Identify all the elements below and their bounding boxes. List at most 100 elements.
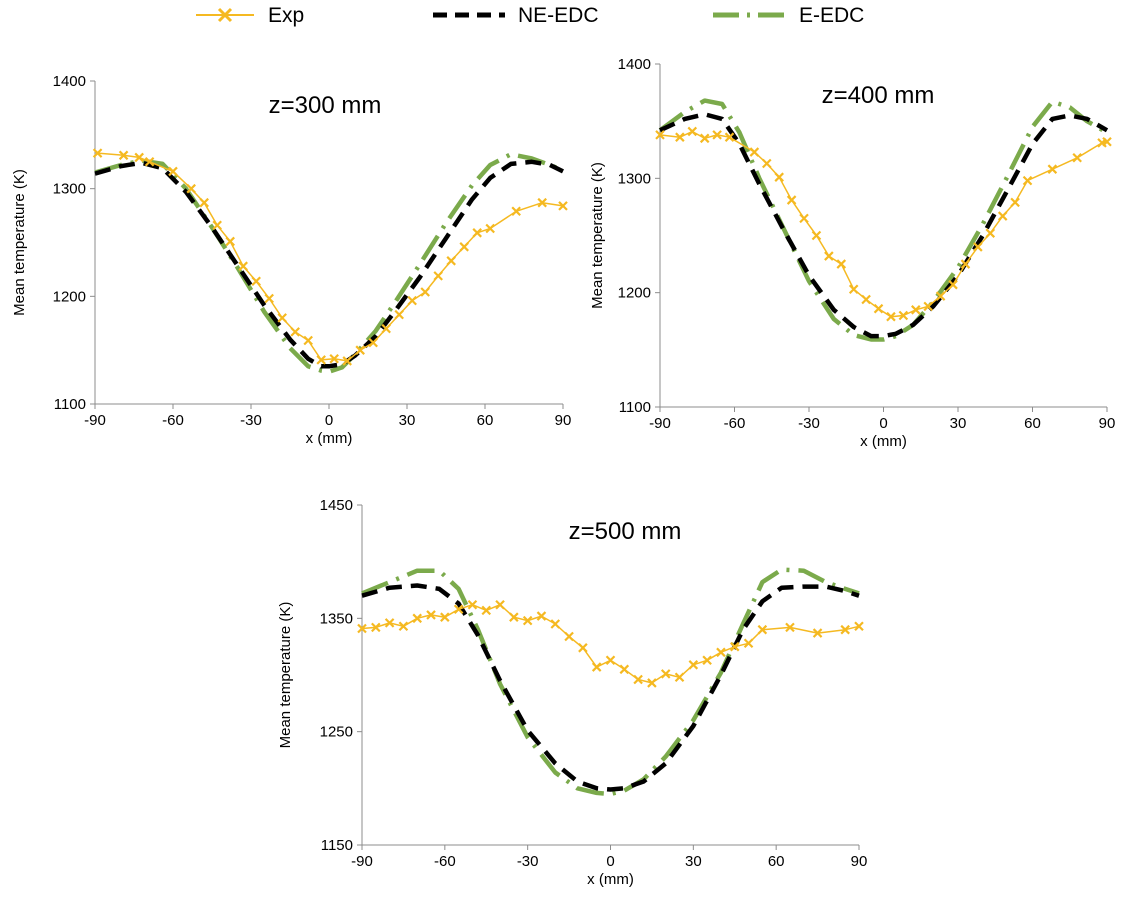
exp-data-point: [134, 152, 144, 163]
exp-data-point: [433, 271, 443, 281]
y-tick-label: 1400: [618, 56, 651, 73]
exp-data-point: [911, 305, 921, 315]
exp-data-point: [743, 638, 754, 649]
exp-data-point: [923, 301, 933, 312]
exp-data-point: [485, 223, 495, 234]
x-tick-label: -90: [351, 853, 373, 870]
exp-data-point: [960, 259, 971, 269]
exp-data-point: [92, 148, 103, 158]
exp-data-point: [290, 327, 300, 337]
exp-data-point: [550, 619, 561, 629]
exp-data-point: [619, 664, 630, 675]
exp-data-point: [848, 284, 859, 295]
exp-data-point: [699, 133, 710, 144]
exp-data-point: [316, 355, 326, 365]
exp-data-point: [472, 228, 482, 238]
exp-data-point: [1022, 175, 1033, 186]
y-tick-label: 1200: [618, 285, 651, 302]
exp-data-point: [935, 291, 946, 301]
y-tick-label: 1300: [53, 181, 86, 198]
exp-data-point: [495, 599, 505, 610]
series-line-exp: [97, 152, 564, 362]
x-tick-label: 0: [325, 412, 333, 429]
exp-data-point: [1010, 197, 1020, 208]
x-tick-label: -30: [798, 415, 820, 432]
exp-data-point: [762, 158, 772, 169]
series-line-ne-edc: [361, 583, 860, 792]
exp-data-point: [591, 662, 602, 672]
x-tick-label: 90: [555, 412, 572, 429]
exp-data-point: [459, 242, 469, 252]
legend-label-e-edc: E-EDC: [799, 4, 864, 27]
series-line-ne-edc: [659, 112, 1109, 339]
exp-data-point: [886, 311, 896, 322]
exp-data-point: [420, 287, 430, 297]
exp-data-point: [948, 279, 958, 290]
exp-data-point: [357, 623, 367, 634]
y-tick-label: 1450: [320, 497, 353, 514]
x-tick-label: 0: [879, 415, 887, 432]
exp-data-point: [342, 356, 352, 366]
x-axis-title: x (mm): [306, 430, 353, 447]
exp-data-point: [854, 621, 864, 632]
exp-data-point: [277, 313, 287, 323]
exp-data-point: [674, 672, 685, 683]
x-axis-title: x (mm): [587, 871, 634, 888]
exp-data-point: [199, 197, 209, 208]
exp-data-point: [724, 132, 735, 142]
exp-data-point: [329, 354, 339, 364]
legend-label-ne-edc: NE-EDC: [518, 4, 599, 27]
exp-data-point: [537, 197, 547, 208]
exp-data-point: [785, 622, 795, 633]
exp-data-point: [144, 156, 155, 167]
x-tick-label: -60: [434, 853, 456, 870]
exp-data-point: [381, 323, 391, 334]
x-tick-label: -30: [240, 412, 262, 429]
exp-data-point: [446, 256, 456, 266]
exp-data-point: [749, 147, 760, 157]
exp-data-point: [799, 213, 809, 224]
exp-data-point: [212, 220, 222, 231]
exp-data-point: [238, 261, 248, 271]
exp-data-point: [757, 624, 768, 635]
series-line-exp: [659, 130, 1108, 318]
exp-data-point: [467, 599, 478, 610]
panel-title: z=500 mm: [569, 518, 682, 545]
exp-data-point: [1047, 164, 1058, 174]
x-tick-label: 0: [606, 853, 614, 870]
exp-data-point: [522, 615, 533, 626]
x-tick-label: -60: [162, 412, 184, 429]
exp-data-point: [997, 211, 1008, 221]
exp-data-point: [398, 621, 409, 632]
exp-data-point: [824, 251, 834, 261]
series-line-e-edc: [658, 98, 1109, 342]
x-tick-label: 30: [399, 412, 416, 429]
x-tick-label: -60: [724, 415, 746, 432]
x-tick-label: 60: [1024, 415, 1041, 432]
exp-data-point: [1102, 136, 1112, 147]
exp-data-point: [873, 303, 884, 314]
x-tick-label: 90: [1099, 415, 1116, 432]
x-tick-label: -90: [649, 415, 671, 432]
y-tick-label: 1100: [54, 396, 86, 413]
exp-data-point: [368, 337, 378, 348]
exp-data-point: [1072, 152, 1082, 163]
exp-data-point: [412, 613, 422, 624]
exp-data-point: [836, 259, 847, 269]
exp-data-point: [985, 228, 996, 238]
series-line-e-edc: [94, 151, 564, 374]
exp-data-point: [168, 166, 178, 177]
exp-data-point: [264, 293, 274, 304]
exp-data-point: [558, 201, 568, 211]
legend-marker-exp: [217, 7, 233, 23]
exp-data-point: [786, 195, 797, 205]
panel-title: z=300 mm: [269, 92, 382, 119]
exp-data-point: [647, 678, 657, 688]
exp-data-point: [511, 206, 521, 217]
exp-data-point: [811, 230, 822, 241]
y-axis-title: Mean temperature (K): [277, 602, 294, 749]
exp-data-point: [536, 611, 547, 621]
exp-data-point: [355, 345, 365, 355]
exp-data-point: [688, 660, 699, 670]
x-tick-label: -30: [517, 853, 539, 870]
